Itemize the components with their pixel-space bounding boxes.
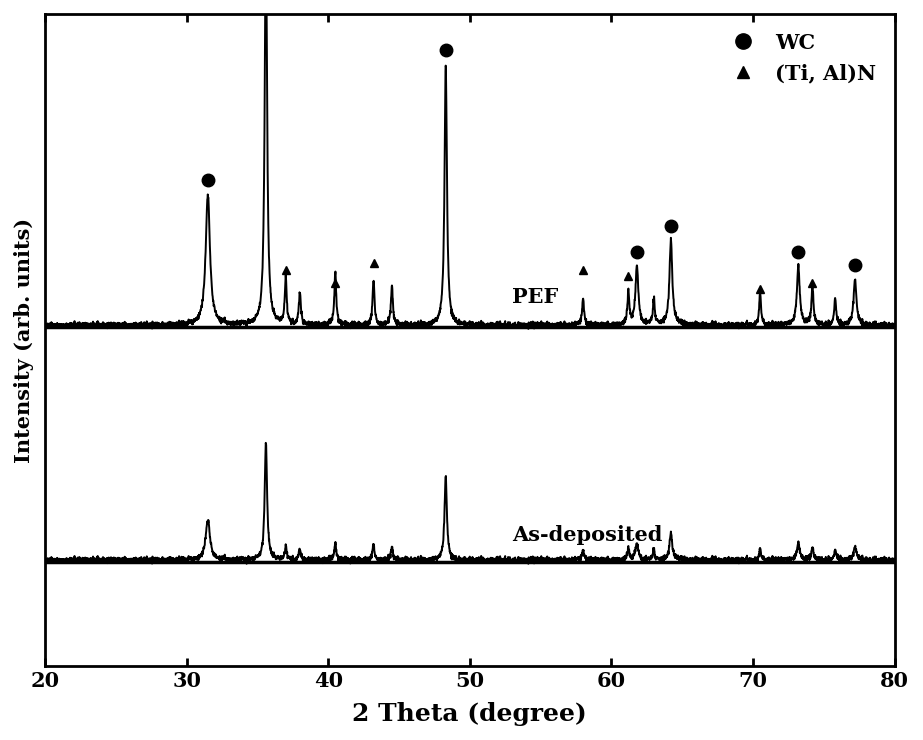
Text: PEF: PEF xyxy=(512,287,558,307)
Y-axis label: Intensity (arb. units): Intensity (arb. units) xyxy=(14,218,34,462)
X-axis label: 2 Theta (degree): 2 Theta (degree) xyxy=(353,702,587,726)
Legend: WC, (Ti, Al)N: WC, (Ti, Al)N xyxy=(714,24,884,91)
Text: As-deposited: As-deposited xyxy=(512,525,663,545)
